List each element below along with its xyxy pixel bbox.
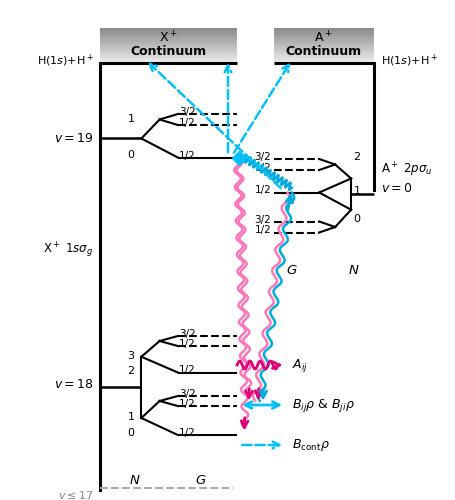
Text: 3/2: 3/2 [178, 107, 195, 117]
Bar [273, 45, 373, 46]
Text: A$^+$ 2$p\sigma_u$: A$^+$ 2$p\sigma_u$ [380, 161, 431, 180]
Text: $\mathrm{A}^+$: $\mathrm{A}^+$ [313, 30, 333, 45]
Bar [100, 40, 237, 42]
Bar [100, 42, 237, 44]
Bar [273, 31, 373, 32]
Text: 1: 1 [127, 412, 134, 422]
Text: $v=18$: $v=18$ [54, 378, 93, 392]
Bar [100, 58, 237, 59]
Bar [100, 48, 237, 50]
Bar [273, 51, 373, 52]
Text: $A_{ij}$: $A_{ij}$ [291, 356, 307, 374]
Bar [273, 36, 373, 37]
Text: X$^+$ 1$s\sigma_g$: X$^+$ 1$s\sigma_g$ [43, 240, 93, 260]
Text: 1/2: 1/2 [178, 118, 195, 128]
Text: 1/2: 1/2 [178, 428, 195, 438]
Text: $v=19$: $v=19$ [54, 132, 93, 145]
Text: Continuum: Continuum [131, 45, 206, 58]
Bar [100, 37, 237, 38]
Text: $\mathrm{X}^+$: $\mathrm{X}^+$ [159, 30, 178, 45]
Bar [100, 38, 237, 39]
Bar [273, 46, 373, 48]
Bar [100, 50, 237, 51]
Text: 1: 1 [127, 114, 134, 124]
Text: 3/2: 3/2 [254, 214, 271, 224]
Text: 3/2: 3/2 [254, 152, 271, 162]
Text: 1/2: 1/2 [178, 339, 195, 349]
Bar [273, 28, 373, 30]
Bar [100, 56, 237, 58]
Bar [100, 28, 237, 30]
Bar [100, 52, 237, 53]
Bar [273, 32, 373, 34]
Bar [273, 38, 373, 39]
Text: 2: 2 [353, 152, 360, 162]
Text: 1/2: 1/2 [254, 163, 271, 173]
Text: $N$: $N$ [128, 474, 140, 486]
Bar [273, 30, 373, 31]
Bar [273, 50, 373, 51]
Text: H(1$s$)+H$^+$: H(1$s$)+H$^+$ [380, 53, 437, 69]
Text: $v\leq17$: $v\leq17$ [58, 489, 93, 500]
Bar [273, 54, 373, 56]
Text: 3/2: 3/2 [178, 329, 195, 339]
Text: 1/2: 1/2 [254, 226, 271, 235]
Bar [273, 39, 373, 40]
Text: 0: 0 [127, 428, 134, 438]
Bar [100, 51, 237, 52]
Bar [100, 34, 237, 35]
Bar [100, 54, 237, 56]
Bar [100, 59, 237, 60]
Text: 1: 1 [353, 186, 359, 196]
Bar [273, 60, 373, 62]
Text: $B_{ij}\rho$ & $B_{ji}\rho$: $B_{ij}\rho$ & $B_{ji}\rho$ [291, 396, 354, 413]
Bar [273, 37, 373, 38]
Bar [100, 39, 237, 40]
Text: $G$: $G$ [194, 474, 206, 486]
Bar [100, 53, 237, 54]
Text: $N$: $N$ [347, 264, 359, 276]
Bar [100, 44, 237, 45]
Bar [273, 56, 373, 58]
Bar [273, 40, 373, 42]
Text: $G$: $G$ [285, 264, 297, 276]
Bar [273, 42, 373, 44]
Bar [273, 52, 373, 53]
Text: 1/2: 1/2 [178, 150, 195, 160]
Bar [100, 36, 237, 37]
Text: 2: 2 [127, 366, 134, 376]
Text: $B_{\rm cont}\rho$: $B_{\rm cont}\rho$ [291, 437, 329, 453]
Bar [273, 44, 373, 45]
Bar [100, 45, 237, 46]
Text: 0: 0 [127, 150, 134, 160]
Text: 3: 3 [127, 351, 134, 361]
Text: 0: 0 [353, 214, 359, 224]
Bar [273, 53, 373, 54]
Bar [273, 59, 373, 60]
Text: Continuum: Continuum [285, 45, 361, 58]
Bar [100, 32, 237, 34]
Text: 1/2: 1/2 [178, 399, 195, 409]
Bar [100, 30, 237, 31]
Bar [273, 34, 373, 35]
Text: 1/2: 1/2 [178, 366, 195, 376]
Bar [100, 46, 237, 48]
Text: H(1$s$)+H$^+$: H(1$s$)+H$^+$ [36, 53, 93, 69]
Bar [100, 31, 237, 32]
Bar [273, 58, 373, 59]
Text: $v=0$: $v=0$ [380, 182, 412, 194]
Bar [273, 48, 373, 50]
Text: 3/2: 3/2 [178, 389, 195, 399]
Text: 1/2: 1/2 [254, 186, 271, 196]
Bar [100, 60, 237, 62]
